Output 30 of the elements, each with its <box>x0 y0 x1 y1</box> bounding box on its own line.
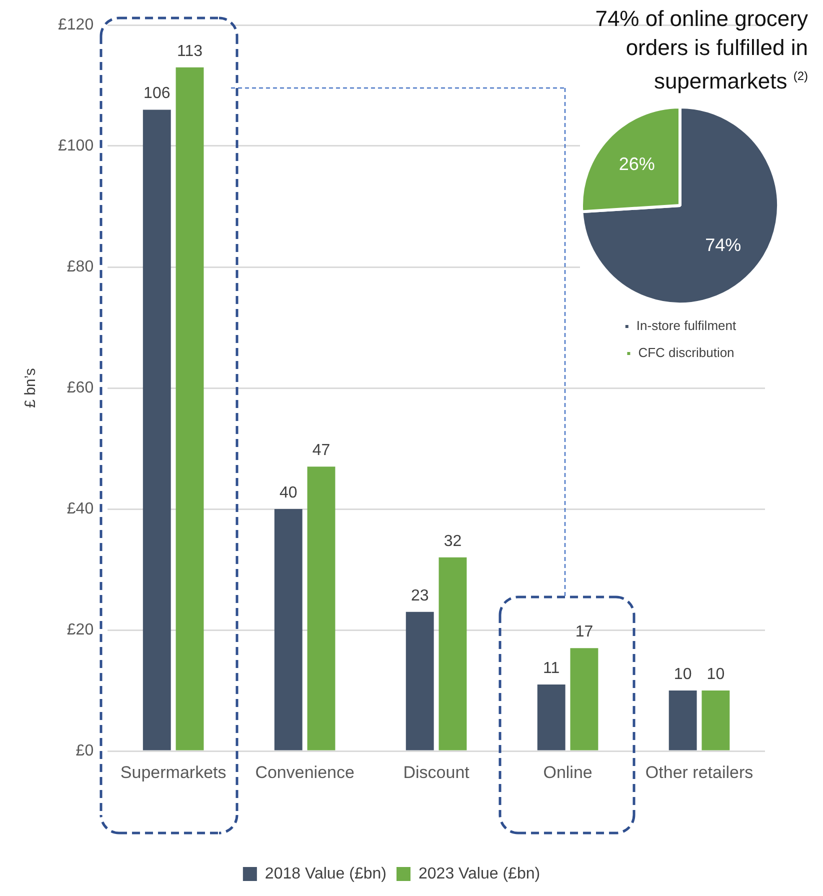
legend-label: CFC discribution <box>638 345 734 360</box>
y-tick-label: £80 <box>66 258 94 276</box>
x-tick-label: Convenience <box>255 762 354 782</box>
data-label: 26% <box>618 154 655 174</box>
data-label: 17 <box>575 624 594 641</box>
data-label: 47 <box>312 442 330 460</box>
x-tick-label: Discount <box>403 762 470 782</box>
chart-title: 74% of online grocery orders is fulfilled in supermarkets $^{(2)}$ <box>594 5 808 96</box>
data-label: 10 <box>674 666 692 683</box>
y-tick-label: £120 <box>58 16 94 34</box>
y-tick-label: £20 <box>66 621 94 638</box>
data-label: 10 <box>706 666 725 683</box>
data-label: 32 <box>444 532 462 550</box>
data-label: 40 <box>279 484 298 502</box>
data-label: 74% <box>705 234 742 255</box>
x-tick-label: Other retailers <box>645 762 754 782</box>
legend-label: 2023 Value (£bn) <box>418 865 540 882</box>
data-label: 106 <box>144 85 170 102</box>
data-label: 11 <box>543 660 560 677</box>
legend-label: 2018 Value (£bn) <box>264 865 387 882</box>
y-tick-label: £40 <box>66 500 94 518</box>
x-tick-label: Online <box>543 762 592 782</box>
legend-label: In-store fulfilment <box>636 318 736 334</box>
data-label: 23 <box>410 587 429 604</box>
y-axis-title: £ bn’s <box>22 368 40 408</box>
y-tick-label: £60 <box>66 379 94 396</box>
y-tick-label: £100 <box>58 137 94 154</box>
x-tick-label: Supermarkets <box>120 762 226 782</box>
data-label: 113 <box>177 42 203 60</box>
y-tick-label: £0 <box>76 742 94 760</box>
